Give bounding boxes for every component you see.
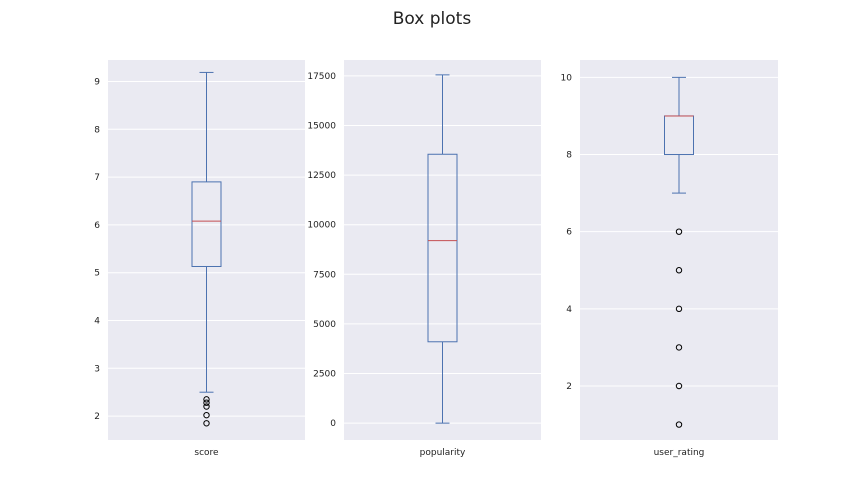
y-tick-label: 5 <box>94 269 100 279</box>
y-tick-label: 15000 <box>307 121 336 131</box>
panel-popularity: 0 2500 5000 7500 10000 12500 15000 17500 popular… <box>307 60 541 458</box>
outlier-point <box>675 267 683 274</box>
y-tick-label: 6 <box>94 221 100 231</box>
y-tick-label: 6 <box>566 228 572 238</box>
panel-user_rating: 2 4 6 8 10 user_rating <box>561 60 778 458</box>
outlier-point <box>675 421 683 428</box>
x-tick-label: user_rating <box>654 448 705 458</box>
panel-score: 2 3 4 5 6 7 8 9 score <box>94 60 305 458</box>
y-tick-label: 5000 <box>313 320 336 330</box>
y-tick-label: 4 <box>94 317 100 327</box>
box <box>191 181 222 267</box>
outlier-point <box>675 344 683 351</box>
y-tick-label: 2 <box>566 382 572 392</box>
outlier-point <box>203 420 210 427</box>
y-tick-label: 7500 <box>313 270 336 280</box>
outlier-point <box>203 396 210 403</box>
y-tick-label: 2500 <box>313 370 336 380</box>
y-tick-label: 8 <box>94 125 100 135</box>
y-tick-label: 8 <box>566 151 572 161</box>
outlier-point <box>203 399 210 406</box>
outlier-point <box>675 305 683 313</box>
y-tick-label: 2 <box>94 412 100 422</box>
plot-area <box>580 60 778 440</box>
outlier-point <box>675 228 683 235</box>
y-tick-label: 3 <box>94 364 100 374</box>
y-tick-label: 12500 <box>307 171 336 181</box>
y-tick-label: 10000 <box>307 221 336 231</box>
y-tick-label: 9 <box>94 78 100 88</box>
outlier-point <box>203 411 210 419</box>
figure-title: Box plots <box>393 9 472 29</box>
y-tick-label: 10 <box>561 73 573 83</box>
box <box>427 153 458 343</box>
y-tick-label: 0 <box>330 419 336 429</box>
outlier-point <box>675 382 683 390</box>
y-tick-label: 17500 <box>307 72 336 82</box>
y-tick-label: 7 <box>94 173 100 183</box>
y-tick-label: 4 <box>566 305 572 315</box>
x-tick-label: popularity <box>420 448 466 458</box>
x-tick-label: score <box>194 448 219 458</box>
outlier-point <box>203 403 210 410</box>
